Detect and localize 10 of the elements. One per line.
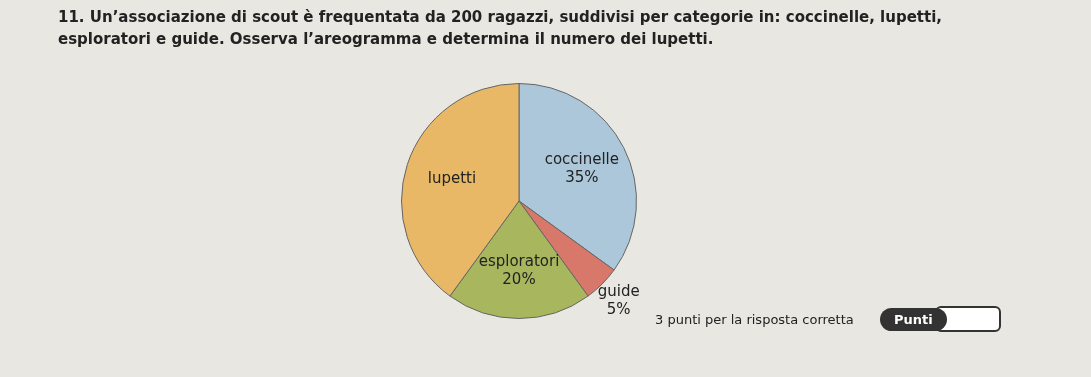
data-label: 5%	[606, 299, 631, 318]
text: 3 punti per la risposta corretta	[655, 312, 854, 327]
slice-label: coccinelle	[544, 149, 620, 168]
data-label: 35%	[565, 167, 599, 186]
slice-label: esploratori	[478, 252, 560, 271]
chart-title: 11. Un’associazione di scout è frequentata da 200 ragazzi, suddivisi per categorie in: coccinelle, lupetti, esploratori e guide. Osserva l’areogramma e determina il numero dei lupetti.	[58, 7, 944, 50]
slice-label: lupetti	[427, 169, 477, 188]
text: Punti	[880, 307, 947, 331]
slice-label: guide	[597, 281, 640, 300]
data-label: 20%	[502, 270, 536, 289]
